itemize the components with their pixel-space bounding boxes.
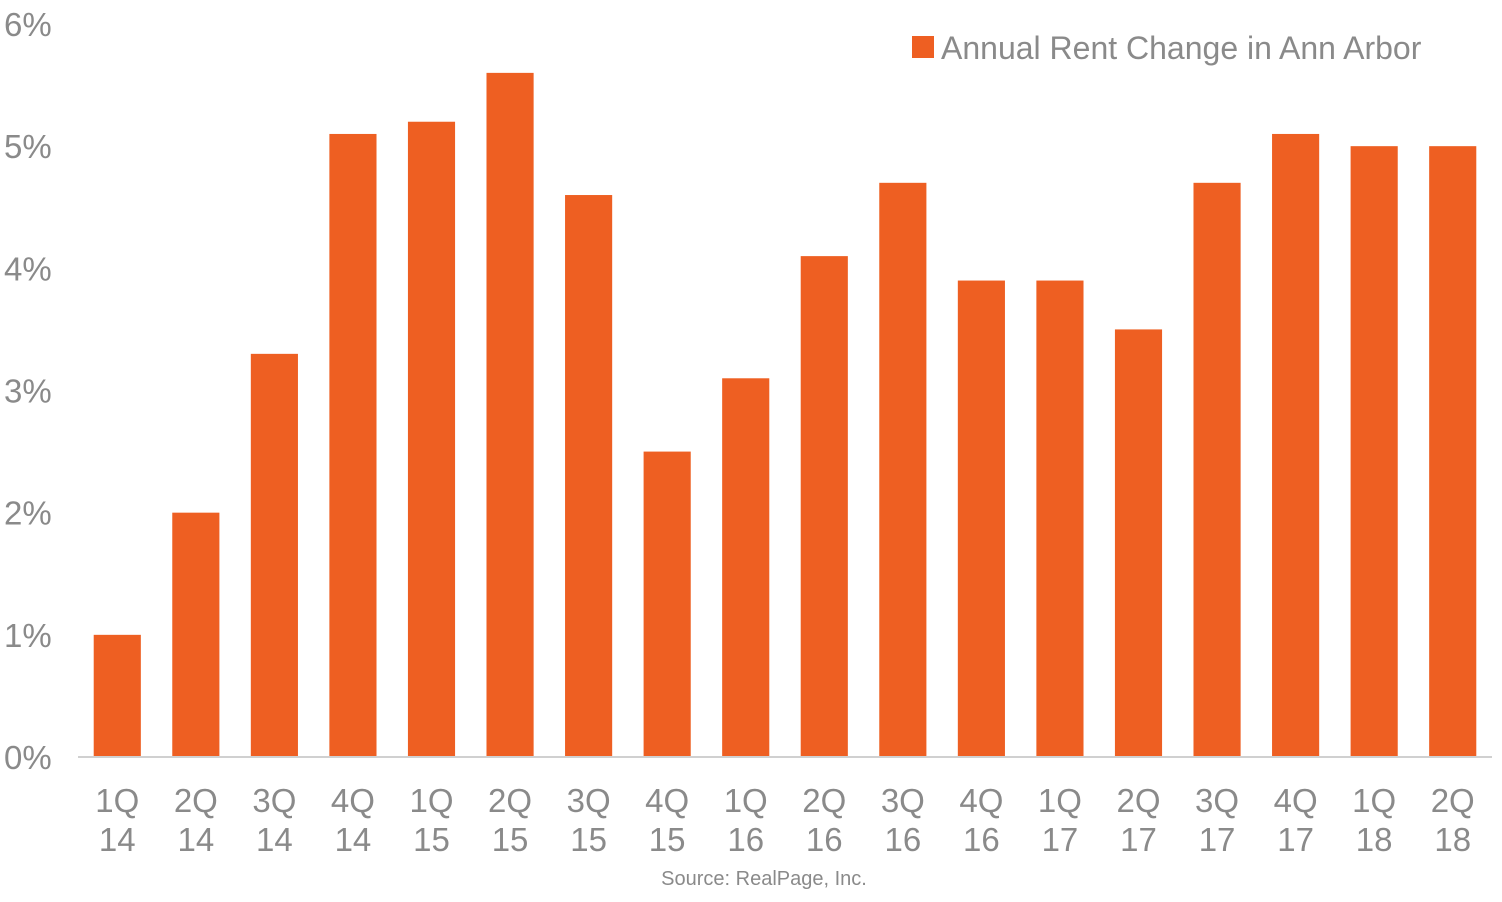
bars (93, 72, 1477, 758)
x-tick-label: 1Q 18 (1352, 782, 1396, 858)
x-tick-label: 3Q 14 (252, 782, 296, 858)
x-tick-label: 3Q 15 (567, 782, 611, 858)
bar (1036, 280, 1084, 757)
y-tick-label: 0% (4, 739, 52, 776)
bar (1193, 182, 1241, 758)
x-tick-label: 4Q 17 (1274, 782, 1318, 858)
bar (1429, 146, 1477, 757)
bar (565, 195, 613, 758)
legend: Annual Rent Change in Ann Arbor (912, 30, 1422, 66)
x-tick-label: 2Q 17 (1116, 782, 1160, 858)
bar (879, 182, 927, 758)
bar (407, 121, 456, 757)
bar (1114, 329, 1163, 757)
bar (1272, 133, 1320, 757)
x-tick-label: 1Q 14 (95, 782, 139, 858)
y-tick-label: 1% (4, 617, 52, 654)
bar (250, 353, 298, 757)
x-tick-label: 3Q 17 (1195, 782, 1239, 858)
bar (172, 512, 220, 757)
y-tick-label: 3% (4, 373, 52, 410)
x-tick-label: 3Q 16 (881, 782, 925, 858)
x-tick-label: 2Q 15 (488, 782, 532, 858)
x-tick-label: 4Q 15 (645, 782, 689, 858)
y-tick-label: 2% (4, 495, 52, 532)
bar (1350, 146, 1398, 757)
x-tick-label: 2Q 16 (802, 782, 846, 858)
x-tick-label: 1Q 15 (409, 782, 453, 858)
bar (957, 280, 1005, 757)
bar (643, 451, 691, 757)
x-tick-label: 4Q 14 (331, 782, 375, 858)
bar (486, 72, 534, 757)
y-axis: 0% 1% 2% 3% 4% 5% 6% (4, 6, 52, 776)
x-tick-label: 2Q 14 (174, 782, 218, 858)
bar (329, 133, 377, 757)
y-tick-label: 5% (4, 128, 52, 165)
x-tick-label: 1Q 17 (1038, 782, 1082, 858)
source-note: Source: RealPage, Inc. (661, 868, 867, 890)
legend-swatch (912, 36, 934, 58)
bar (722, 378, 770, 757)
x-axis: 1Q 14 2Q 14 3Q 14 4Q 14 1Q 15 2Q 15 3Q 15 4Q 15 1Q 16 2Q 16… (95, 782, 1474, 858)
y-tick-label: 6% (4, 6, 52, 43)
legend-label: Annual Rent Change in Ann Arbor (941, 30, 1422, 66)
y-tick-label: 4% (4, 250, 52, 287)
x-tick-label: 2Q 18 (1431, 782, 1475, 858)
bar (93, 634, 141, 757)
x-tick-label: 1Q 16 (724, 782, 768, 858)
x-tick-label: 4Q 16 (959, 782, 1003, 858)
bar (800, 256, 848, 757)
